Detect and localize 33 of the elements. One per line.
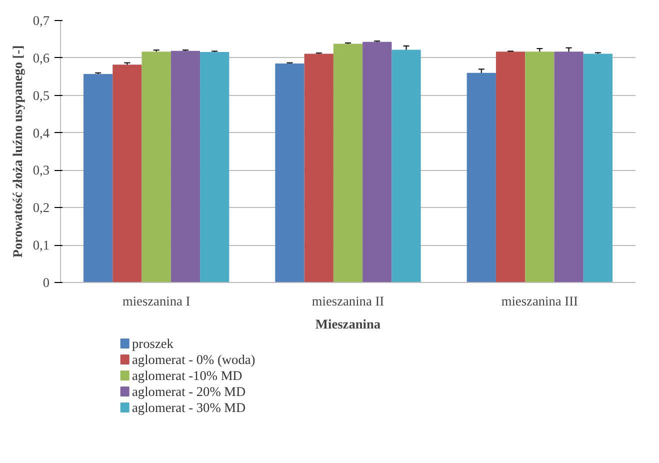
bar	[112, 64, 142, 282]
bar	[554, 52, 584, 282]
legend-label: aglomerat - 30% MD	[132, 400, 246, 415]
bar	[170, 50, 200, 282]
bar	[466, 72, 496, 282]
x-tick-label: mieszanina I	[122, 294, 190, 308]
legend-label: aglomerat -10% MD	[132, 368, 243, 383]
legend-label: aglomerat - 0% (woda)	[132, 352, 256, 367]
y-tick-label: 0,1	[32, 238, 50, 253]
x-tick-label: mieszanina III	[501, 294, 578, 308]
y-tick-label: 0,7	[32, 13, 50, 28]
bar	[362, 42, 392, 282]
bar	[333, 44, 363, 282]
bar	[275, 64, 304, 282]
y-tick-label: 0,2	[32, 200, 50, 216]
bar	[200, 52, 230, 282]
bar	[496, 52, 526, 282]
bar	[583, 54, 612, 282]
legend-label: aglomerat - 20% MD	[132, 384, 246, 399]
bar	[525, 52, 554, 282]
bar	[304, 54, 334, 282]
bar	[142, 52, 171, 282]
y-axis-title: Porowatość złoża luźno usypanego [-]	[10, 45, 25, 258]
y-tick-label: 0,3	[32, 162, 50, 178]
x-axis-title: Mieszanina	[315, 316, 381, 332]
bar	[84, 74, 113, 282]
bar	[392, 50, 421, 282]
y-tick-label: 0,4	[32, 125, 50, 140]
x-tick-label: mieszanina II	[312, 294, 384, 308]
y-tick-label: 0	[42, 275, 50, 290]
y-tick-label: 0,6	[32, 50, 50, 66]
legend-label: proszek	[132, 336, 174, 351]
y-tick-label: 0,5	[32, 88, 50, 103]
